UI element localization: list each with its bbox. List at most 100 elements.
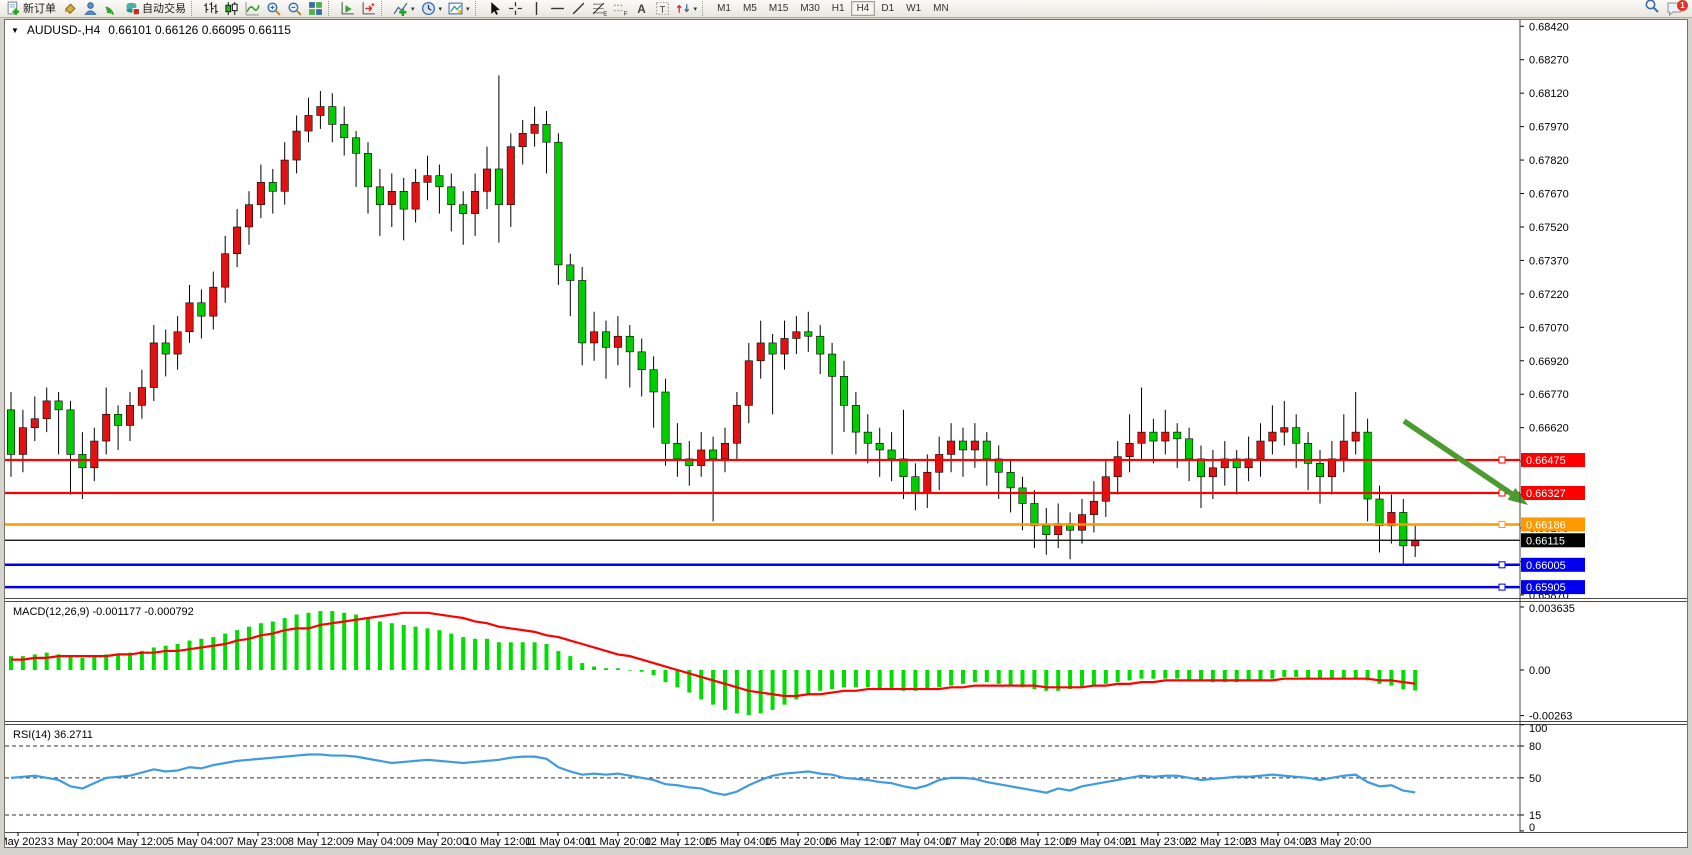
symbol-title-bar[interactable]: ▼ AUDUSD-,H4 0.66101 0.66126 0.66095 0.6… xyxy=(11,23,291,37)
macd-bar xyxy=(711,670,716,705)
periods-button[interactable]: ▾ xyxy=(418,1,446,17)
timeframe-M1-button[interactable]: M1 xyxy=(711,1,737,16)
toolbar-right-group: 1 xyxy=(1644,0,1692,19)
timeframe-M5-button[interactable]: M5 xyxy=(737,1,763,16)
timeframe-MN-button[interactable]: MN xyxy=(927,1,955,16)
candlestick-mode-button[interactable] xyxy=(221,1,242,17)
zoom-out-button[interactable] xyxy=(284,1,305,17)
time-tick-label: 18 May 12:00 xyxy=(1005,836,1072,847)
candle-bullish xyxy=(697,449,706,466)
level-line-0.66005[interactable]: 0.66005 xyxy=(5,557,1585,572)
vertical-line-icon xyxy=(535,2,537,15)
candle-bullish xyxy=(90,440,99,469)
level-line-0.65905[interactable]: 0.65905 xyxy=(5,580,1585,595)
candle-bullish xyxy=(1256,440,1265,460)
macd-bar xyxy=(580,663,585,670)
macd-bar xyxy=(972,670,977,683)
text-label-tool-button[interactable]: T xyxy=(652,1,673,17)
candle-bearish xyxy=(1292,427,1301,444)
level-line-handle[interactable] xyxy=(1498,561,1506,569)
timeframe-H1-button[interactable]: H1 xyxy=(826,1,851,16)
level-line-0.66327[interactable]: 0.66327 xyxy=(5,486,1585,501)
macd-bar xyxy=(639,670,644,672)
dropdown-caret-icon: ▾ xyxy=(466,5,470,13)
time-tick-label: 5 May 04:00 xyxy=(168,836,229,847)
tile-windows-button[interactable] xyxy=(305,1,326,17)
candle-bearish xyxy=(363,153,372,188)
chevron-down-icon[interactable]: ▼ xyxy=(11,25,19,35)
candle-bearish xyxy=(911,476,920,493)
profiles-button[interactable] xyxy=(80,1,101,17)
arrow-head xyxy=(1507,487,1528,505)
horizontal-line-tool-button[interactable] xyxy=(547,1,568,17)
cursor-button[interactable] xyxy=(484,1,505,17)
channel-icon: F xyxy=(613,4,627,16)
broadcast-button[interactable] xyxy=(101,1,122,17)
chart-plot-area[interactable] xyxy=(5,20,1520,598)
level-line-0.66475[interactable]: 0.66475 xyxy=(5,453,1585,467)
trendline-tool-button[interactable] xyxy=(568,1,589,17)
macd-bar xyxy=(1222,670,1227,683)
candle-bullish xyxy=(149,342,158,388)
timeframe-M15-button[interactable]: M15 xyxy=(763,1,794,16)
candle-bullish xyxy=(126,405,135,426)
crosshair-button[interactable] xyxy=(505,1,526,17)
arrows-tool-button[interactable]: ▾ xyxy=(673,1,701,17)
new-order-button[interactable]: 新订单 xyxy=(3,1,59,17)
chart-canvas[interactable]: 0.68420 0.68270 0.68120 0.67970 0.67820 0.676… xyxy=(5,20,1687,847)
level-line-0.66186[interactable]: 0.66186 xyxy=(5,517,1585,532)
candle-bearish xyxy=(54,400,63,411)
vertical-line-tool-button[interactable] xyxy=(526,1,547,17)
auto-trading-button[interactable]: 自动交易 xyxy=(122,1,189,17)
time-tick-label: 16 May 12:00 xyxy=(825,836,892,847)
candle-bearish xyxy=(1197,458,1206,478)
timeframe-M30-button[interactable]: M30 xyxy=(794,1,825,16)
macd-axis[interactable]: 0.003635 0.00 -0.00263 xyxy=(1520,603,1575,723)
templates-button[interactable]: ▾ xyxy=(445,1,473,17)
chart-shift-button[interactable] xyxy=(358,1,379,17)
macd-bar xyxy=(104,654,109,670)
macd-bar xyxy=(1353,670,1358,679)
macd-bar xyxy=(1103,670,1108,684)
bar-chart-mode-button[interactable] xyxy=(200,1,221,17)
candle-bullish xyxy=(1387,512,1396,527)
search-icon[interactable] xyxy=(1644,0,1660,19)
candle-bearish xyxy=(554,141,563,266)
trend-arrow-annotation[interactable] xyxy=(1402,418,1528,505)
candle-bullish xyxy=(506,146,515,205)
candle-bullish xyxy=(744,360,753,406)
timeframe-D1-button[interactable]: D1 xyxy=(875,1,900,16)
macd-bar xyxy=(1318,670,1322,679)
level-line-handle[interactable] xyxy=(1498,456,1506,464)
arrow-objects-icon xyxy=(676,4,689,13)
auto-scroll-button[interactable] xyxy=(337,1,358,17)
styles-button[interactable] xyxy=(59,1,80,17)
new-order-label: 新订单 xyxy=(23,2,56,15)
arrow-shaft[interactable] xyxy=(1402,418,1513,497)
candle-bullish xyxy=(316,106,325,116)
timeframe-W1-button[interactable]: W1 xyxy=(900,1,927,16)
candle-bullish xyxy=(518,133,527,147)
notifications-chat-icon[interactable]: 1 xyxy=(1666,0,1688,17)
line-chart-mode-button[interactable] xyxy=(242,1,263,17)
macd-bar xyxy=(32,654,37,670)
time-tick-label: 3 May 2023 xyxy=(5,836,47,847)
text-tool-button[interactable]: A xyxy=(631,1,652,17)
timeframe-H4-button[interactable]: H4 xyxy=(850,1,876,16)
time-tick-label: 10 May 12:00 xyxy=(465,836,532,847)
rsi-axis[interactable]: 100 80 50 150 xyxy=(1520,723,1547,834)
dropdown-caret-icon: ▾ xyxy=(693,5,698,13)
fibonacci-tool-button[interactable]: E xyxy=(589,1,610,17)
candle-bullish xyxy=(471,190,480,214)
channel-tool-button[interactable]: F xyxy=(610,1,631,17)
candle-bullish xyxy=(482,168,491,192)
macd-bar xyxy=(913,670,918,691)
level-line-handle[interactable] xyxy=(1498,583,1506,591)
level-line-handle[interactable] xyxy=(1498,520,1506,528)
zoom-in-button[interactable] xyxy=(263,1,284,17)
candle-bullish xyxy=(256,182,265,205)
indicators-button[interactable]: ▾ xyxy=(390,1,418,17)
candle-bullish xyxy=(185,302,194,333)
rsi-line xyxy=(10,753,1416,796)
